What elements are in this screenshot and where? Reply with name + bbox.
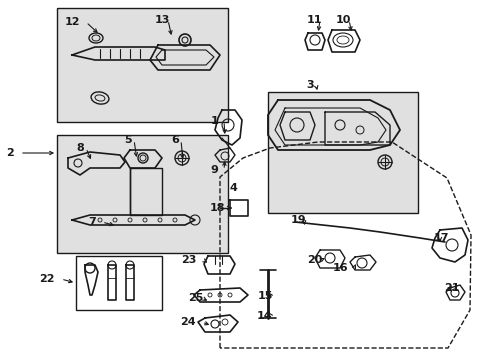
Text: 23: 23: [181, 255, 197, 265]
Text: 14: 14: [257, 311, 272, 321]
Bar: [57, 8, 227, 122]
Text: 18: 18: [209, 203, 224, 213]
Text: 8: 8: [76, 143, 84, 153]
Bar: [57, 135, 227, 253]
Bar: [76, 256, 162, 310]
Text: 10: 10: [335, 15, 350, 25]
Text: 12: 12: [64, 17, 80, 27]
Text: 6: 6: [171, 135, 179, 145]
Text: 4: 4: [229, 183, 237, 193]
Text: 17: 17: [433, 233, 448, 243]
Text: 7: 7: [88, 217, 96, 227]
Text: 1: 1: [210, 116, 218, 126]
Text: 2: 2: [6, 148, 14, 158]
Text: 11: 11: [305, 15, 321, 25]
Text: 16: 16: [332, 263, 347, 273]
Text: 21: 21: [443, 283, 459, 293]
Text: 25: 25: [188, 293, 203, 303]
Text: 20: 20: [306, 255, 322, 265]
Text: 3: 3: [305, 80, 313, 90]
Text: 22: 22: [40, 274, 55, 284]
Text: 24: 24: [180, 317, 196, 327]
Text: 9: 9: [210, 165, 218, 175]
Text: 15: 15: [257, 291, 272, 301]
Text: 19: 19: [289, 215, 305, 225]
Bar: [267, 92, 417, 213]
Text: 13: 13: [154, 15, 169, 25]
Text: 5: 5: [124, 135, 132, 145]
